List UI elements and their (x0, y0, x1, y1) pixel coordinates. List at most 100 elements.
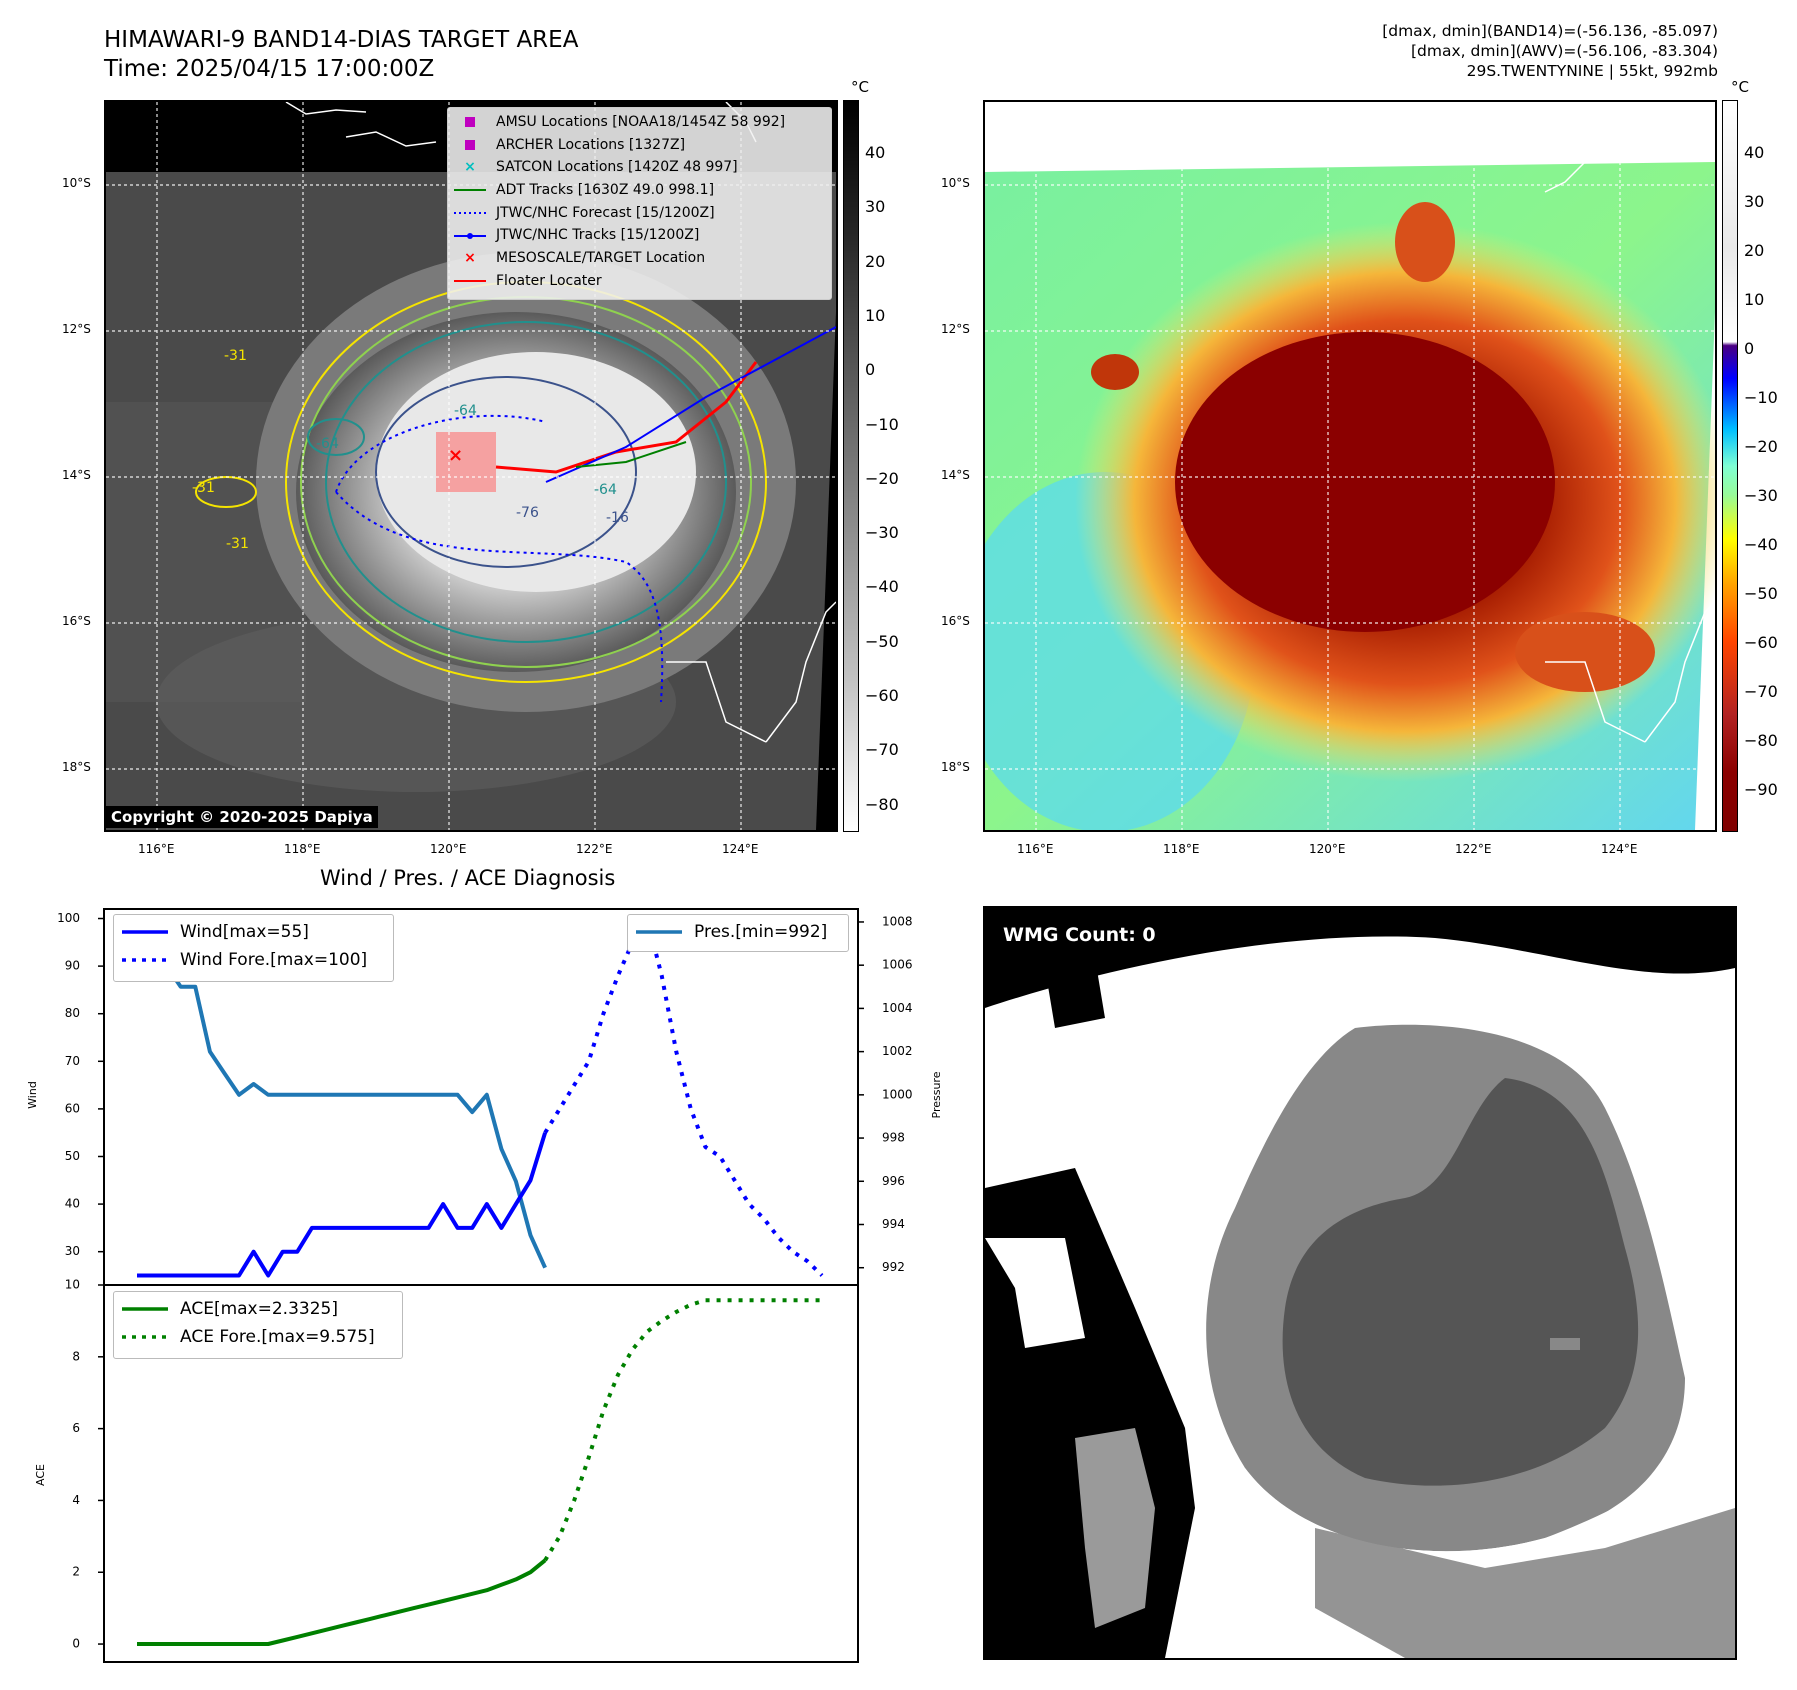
color-colorbar-tick: −90 (1744, 780, 1778, 799)
ace-ytick: 8 (72, 1349, 80, 1363)
legend-item-floater: Floater Locater (454, 272, 602, 289)
legend-item-jtwc-tracks: JTWC/NHC Tracks [15/1200Z] (454, 224, 825, 247)
legend-item-pressure: Pres.[min=992] (636, 922, 828, 942)
color-lon-label: 116°E (1017, 842, 1054, 856)
wind-ytick: 100 (57, 911, 80, 925)
ir-colorbar-tick: 20 (865, 251, 886, 271)
ir-colorbar-tick: −30 (865, 523, 899, 543)
legend-item-target: × MESOSCALE/TARGET Location (464, 250, 706, 267)
pressure-ytick: 998 (882, 1131, 905, 1145)
color-map-panel (983, 100, 1717, 832)
info-storm: 29S.TWENTYNINE | 55kt, 992mb (1466, 62, 1718, 80)
color-lon-label: 118°E (1163, 842, 1200, 856)
ace-legend: ACE[max=2.3325] ACE Fore.[max=9.575] (113, 1291, 403, 1359)
color-colorbar-tick: 20 (1744, 241, 1765, 260)
contour-label: -31 (192, 480, 215, 496)
ir-lat-label: 14°S (62, 468, 91, 482)
ace-ytick: 0 (72, 1637, 80, 1651)
wind-ytick: 30 (65, 1244, 80, 1258)
ir-lon-label: 116°E (138, 842, 175, 856)
ir-colorbar-tick: −80 (865, 794, 899, 814)
pressure-ytick: 1000 (882, 1087, 913, 1101)
legend-item-satcon: × SATCON Locations [1420Z 48 997] (464, 159, 738, 176)
ir-colorbar-tick: −50 (865, 631, 899, 651)
wind-forecast-line (543, 916, 824, 1277)
wind-ytick: 70 (65, 1054, 80, 1068)
color-colorbar-tick: −10 (1744, 388, 1778, 407)
legend-item-ace: ACE[max=2.3325] (122, 1299, 338, 1319)
ir-colorbar-tick: −20 (865, 468, 899, 488)
ir-colorbar-tick: −40 (865, 577, 899, 597)
ir-colorbar-tick: −60 (865, 686, 899, 705)
legend-item-archer: ARCHER Locations [1327Z] (454, 134, 825, 157)
color-colorbar-tick: −50 (1744, 584, 1778, 603)
wind-ytick: 60 (65, 1101, 80, 1115)
ir-colorbar-unit: °C (851, 78, 869, 96)
diag-title: Wind / Pres. / ACE Diagnosis (320, 866, 616, 890)
color-colorbar-unit: °C (1731, 78, 1749, 96)
color-lat-label: 14°S (941, 468, 970, 482)
ir-lon-label: 122°E (576, 842, 613, 856)
wind-ytick: 40 (65, 1197, 80, 1211)
ir-lat-label: 18°S (62, 760, 91, 774)
pressure-ytick: 1008 (882, 914, 913, 928)
info-band14: [dmax, dmin](BAND14)=(-56.136, -85.097) (1382, 22, 1718, 40)
legend-item-adt: ADT Tracks [1630Z 49.0 998.1] (454, 182, 715, 199)
legend-item-ace-fore: ACE Fore.[max=9.575] (122, 1327, 375, 1347)
pressure-ytick: 994 (882, 1217, 905, 1231)
color-lat-label: 16°S (941, 614, 970, 628)
ir-colorbar-tick: −70 (865, 740, 899, 760)
contour-label: -31 (226, 536, 249, 552)
legend-item-wind: Wind[max=55] (122, 922, 309, 942)
svg-text:×: × (448, 445, 463, 466)
ir-colorbar-tick: 30 (865, 197, 886, 217)
color-lat-label: 18°S (941, 760, 970, 774)
pressure-ytick: 996 (882, 1174, 905, 1188)
ir-colorbar (843, 100, 859, 832)
ace-line (137, 1558, 547, 1646)
color-lat-label: 12°S (941, 322, 970, 336)
ace-ytick: 4 (72, 1493, 80, 1507)
color-lat-label: 10°S (941, 176, 970, 190)
pressure-ytick: 1006 (882, 958, 913, 972)
contour-label: -64 (316, 436, 339, 452)
copyright-label: Copyright © 2020-2025 Dapiya (106, 806, 378, 828)
ir-colorbar-tick: −10 (865, 414, 899, 434)
ir-lon-label: 124°E (722, 842, 759, 856)
pressure-ytick: 1002 (882, 1044, 913, 1058)
color-colorbar-tick: 30 (1744, 192, 1765, 211)
wmg-count-label: WMG Count: 0 (1003, 924, 1156, 946)
pressure-line (135, 921, 547, 1269)
ir-colorbar-tick: 0 (865, 360, 876, 380)
legend-item-jtwc-forecast: JTWC/NHC Forecast [15/1200Z] (454, 204, 715, 221)
wind-axis-label: Wind (26, 1081, 39, 1109)
pressure-axis-label: Pressure (930, 1071, 943, 1118)
ace-ytick: 6 (72, 1421, 80, 1435)
color-map-image (985, 102, 1715, 830)
contour-label: -64 (454, 403, 477, 419)
wind-ytick: 80 (65, 1006, 80, 1020)
ir-colorbar-tick: 10 (865, 305, 886, 325)
wmg-image (985, 908, 1735, 1658)
ir-legend: AMSU Locations [NOAA18/1454Z 58 992] ARC… (447, 107, 832, 300)
ace-ytick: 10 (65, 1278, 80, 1292)
wind-ytick: 50 (65, 1149, 80, 1163)
pressure-ytick: 1004 (882, 1001, 913, 1015)
contour-label: -64 (594, 482, 617, 498)
color-lon-label: 124°E (1601, 842, 1638, 856)
ace-axis-label: ACE (34, 1464, 47, 1486)
wmg-panel: WMG Count: 0 (983, 906, 1737, 1660)
ir-lon-label: 118°E (284, 842, 321, 856)
color-colorbar-tick: −70 (1744, 682, 1778, 701)
pressure-ytick: 992 (882, 1260, 905, 1274)
ir-lat-label: 12°S (62, 322, 91, 336)
figure-time: Time: 2025/04/15 17:00:00Z (104, 56, 435, 82)
info-awv: [dmax, dmin](AWV)=(-56.106, -83.304) (1411, 42, 1718, 60)
wind-line (137, 1132, 548, 1278)
contour-label: -31 (224, 348, 247, 364)
color-colorbar (1722, 100, 1738, 832)
ace-forecast-line (543, 1298, 822, 1562)
pressure-legend: Pres.[min=992] (627, 914, 849, 952)
wind-ytick: 90 (65, 959, 80, 973)
